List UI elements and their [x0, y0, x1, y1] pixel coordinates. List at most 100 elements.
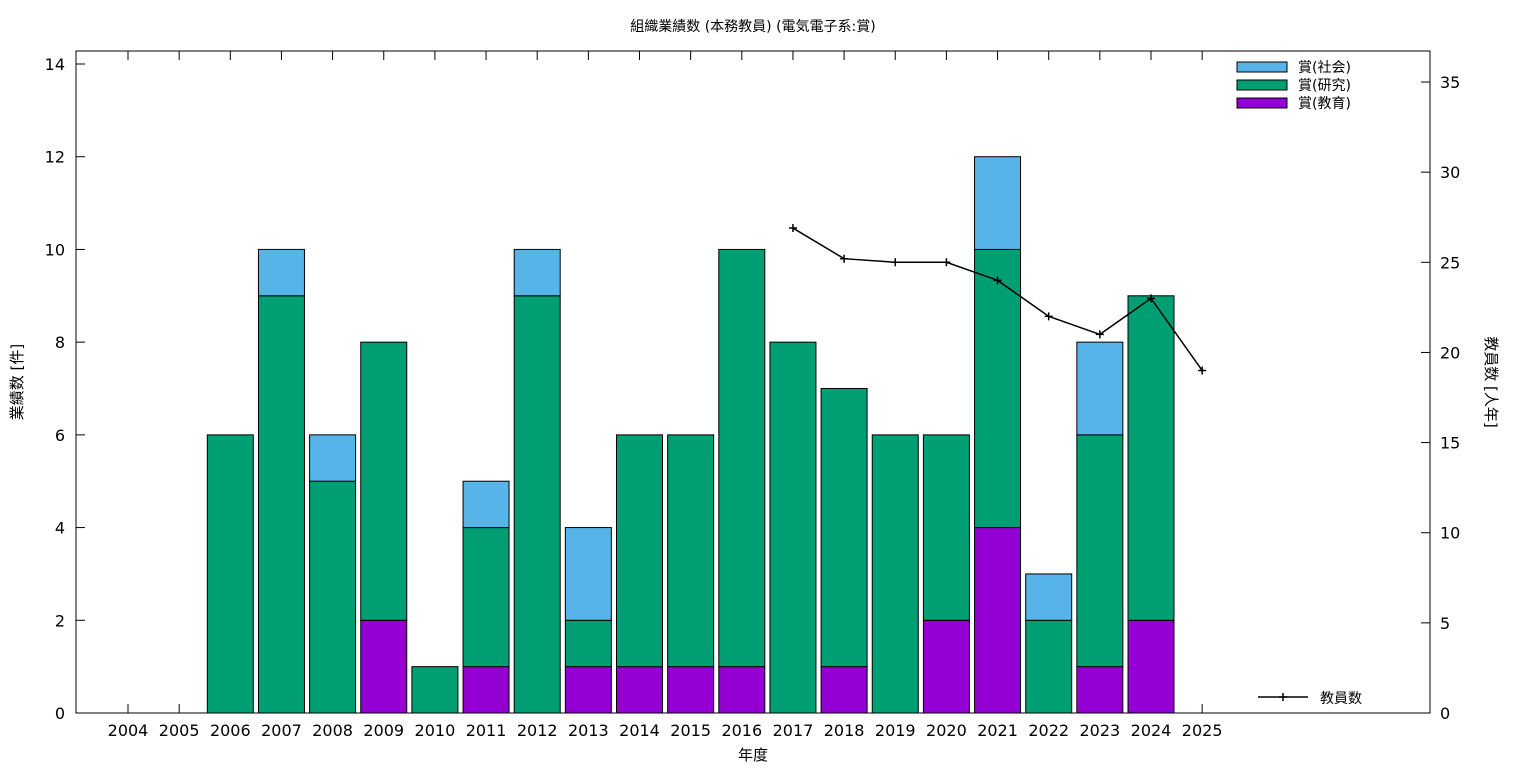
y-left-tick-label: 0: [55, 704, 65, 723]
bar-segment: [360, 341, 408, 621]
bar-segment: [1076, 341, 1124, 436]
x-tick-label: 2005: [159, 721, 200, 740]
bar-segment: [309, 480, 357, 714]
bar-segment: [513, 248, 561, 297]
y-left-tick-label: 8: [55, 333, 65, 352]
x-tick-label: 2011: [466, 721, 507, 740]
x-tick-label: 2006: [210, 721, 251, 740]
line-legend-label: 教員数: [1320, 691, 1362, 707]
bar-segment: [718, 666, 766, 714]
legend-label: 賞(教育): [1298, 96, 1351, 112]
x-tick-label: 2010: [415, 721, 456, 740]
line-legend-marker: [1279, 693, 1287, 701]
faculty-count-point: [1044, 312, 1053, 321]
plot-frame: [75, 50, 1431, 714]
bar-segment: [360, 619, 408, 714]
bar-segment: [564, 666, 612, 714]
x-tick-label: 2023: [1079, 721, 1120, 740]
bar-segment: [1076, 666, 1124, 714]
bar-segment: [974, 156, 1022, 250]
x-tick-label: 2009: [363, 721, 404, 740]
x-tick-label: 2018: [824, 721, 865, 740]
bar-segment: [462, 480, 510, 529]
bar-segment: [974, 527, 1022, 714]
y-left-tick-label: 12: [45, 148, 65, 167]
bar-segment: [922, 619, 970, 714]
bar-segment: [462, 666, 510, 714]
y-left-tick-label: 14: [45, 55, 65, 74]
x-tick-label: 2014: [619, 721, 660, 740]
x-axis: 2004 2005 2006 2007 2008 2009 2010 2011 2012 2013…: [108, 51, 1223, 740]
bar-segment: [922, 434, 970, 621]
legend-swatch: [1236, 97, 1288, 109]
y-right-tick-label: 5: [1440, 614, 1450, 633]
x-tick-label: 2017: [773, 721, 814, 740]
legend: 賞(社会) 賞(研究) 賞(教育): [1236, 60, 1351, 112]
bar-segment: [769, 341, 817, 714]
y-right-tick-label: 35: [1440, 73, 1460, 92]
faculty-count-point: [840, 254, 849, 263]
faculty-count-point: [1147, 294, 1155, 303]
x-tick-label: 2019: [875, 721, 916, 740]
faculty-count-point: [942, 258, 951, 267]
legend-swatch: [1236, 61, 1288, 73]
x-tick-label: 2012: [517, 721, 558, 740]
bar-segment: [820, 666, 868, 714]
x-tick-label: 2024: [1131, 721, 1172, 740]
bar-segment: [1025, 619, 1073, 714]
bar-segment: [513, 295, 561, 714]
chart-title: 組織業績数 (本務教員) (電気電子系:賞): [630, 19, 875, 35]
line-legend: 教員数: [1258, 691, 1362, 707]
bar-segment: [564, 527, 612, 621]
y-right-tick-label: 20: [1440, 343, 1460, 362]
faculty-line-group: [788, 224, 1207, 375]
x-tick-label: 2021: [977, 721, 1018, 740]
y-right-tick-label: 0: [1440, 704, 1450, 723]
y-axis-left: 0 2 4 6 8 10 12 14: [45, 55, 85, 723]
bar-segment: [309, 434, 357, 482]
legend-label: 賞(研究): [1298, 78, 1351, 94]
y-left-tick-label: 4: [55, 519, 65, 538]
bar-segment: [206, 434, 254, 714]
faculty-count-point: [993, 276, 1002, 285]
y-axis-left-label: 業績数 [件]: [8, 344, 26, 420]
x-tick-label: 2020: [926, 721, 967, 740]
x-tick-label: 2015: [670, 721, 711, 740]
x-tick-label: 2016: [721, 721, 762, 740]
bar-segment: [667, 666, 715, 714]
legend-label: 賞(社会): [1298, 60, 1351, 76]
x-tick-label: 2007: [261, 721, 302, 740]
legend-swatch: [1236, 79, 1288, 91]
bar-segment: [257, 248, 305, 297]
bar-segment: [257, 295, 305, 714]
y-axis-right: 0 5 10 15 20 25 30 35: [1421, 73, 1460, 723]
bar-segment: [462, 527, 510, 668]
x-tick-label: 2004: [108, 721, 149, 740]
bar-segment: [667, 434, 715, 668]
bar-segment: [616, 434, 663, 668]
x-tick-label: 2013: [568, 721, 609, 740]
y-right-tick-label: 15: [1440, 434, 1460, 453]
faculty-count-point: [788, 224, 797, 233]
y-axis-right-label: 教員数 [人年]: [1482, 336, 1500, 427]
x-axis-label: 年度: [738, 746, 768, 764]
faculty-count-point: [891, 258, 900, 267]
bar-segment: [1127, 619, 1175, 714]
bar-series-group: [206, 156, 1175, 714]
bar-segment: [820, 388, 868, 668]
faculty-count-point: [1198, 366, 1207, 375]
bar-segment: [1076, 434, 1124, 668]
x-tick-label: 2008: [312, 721, 353, 740]
bar-segment: [974, 248, 1022, 529]
bar-segment: [616, 666, 663, 714]
bar-segment: [1127, 295, 1175, 621]
y-left-tick-label: 10: [45, 240, 65, 259]
x-tick-label: 2025: [1182, 721, 1223, 740]
bar-segment: [564, 619, 612, 668]
y-right-tick-label: 10: [1440, 524, 1460, 543]
faculty-count-point: [1095, 330, 1104, 339]
bar-segment: [871, 434, 919, 714]
x-tick-label: 2022: [1028, 721, 1069, 740]
y-left-tick-label: 6: [55, 426, 65, 445]
